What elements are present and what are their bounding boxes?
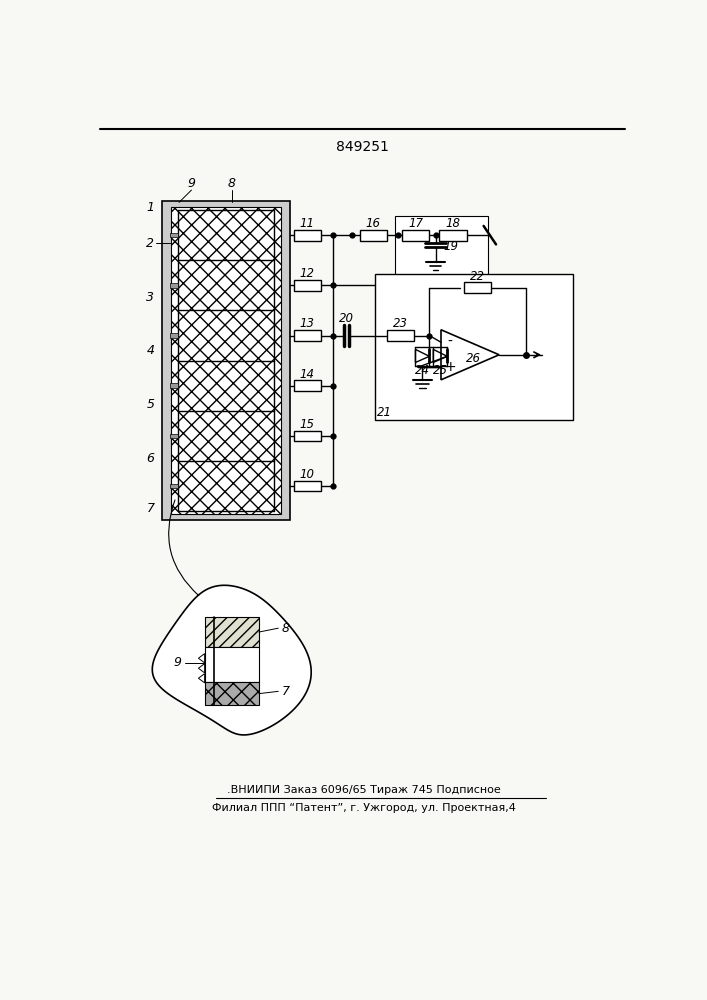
Text: 9: 9 (187, 177, 195, 190)
Bar (204, 617, 259, 647)
Text: 13: 13 (300, 317, 315, 330)
Text: 25: 25 (433, 364, 448, 377)
Bar (170, 434, 177, 438)
Text: 15: 15 (300, 418, 315, 431)
Text: 2: 2 (146, 237, 154, 250)
Bar (293, 380, 321, 391)
Text: 14: 14 (300, 368, 315, 381)
Text: 19: 19 (443, 240, 459, 253)
Text: 12: 12 (300, 267, 315, 280)
Text: 849251: 849251 (336, 140, 388, 154)
Bar (204, 647, 259, 682)
Text: 16: 16 (366, 217, 380, 230)
FancyArrowPatch shape (169, 500, 199, 596)
Text: 8: 8 (228, 177, 235, 190)
Text: 9: 9 (173, 656, 182, 669)
Text: Филиал ППП “Патент”, г. Ужгород, ул. Проектная,4: Филиал ППП “Патент”, г. Ужгород, ул. Про… (211, 803, 515, 813)
Text: 21: 21 (377, 406, 392, 419)
Text: .ВНИИПИ Заказ 6096/65 Тираж 745 Подписное: .ВНИИПИ Заказ 6096/65 Тираж 745 Подписно… (227, 785, 501, 795)
Text: 18: 18 (445, 217, 460, 230)
Bar (293, 431, 321, 441)
Text: 20: 20 (339, 312, 354, 325)
Polygon shape (199, 664, 204, 673)
Text: 8: 8 (282, 622, 290, 635)
Text: 7: 7 (146, 502, 154, 515)
Polygon shape (199, 654, 204, 663)
Text: 24: 24 (415, 364, 430, 377)
PathPatch shape (152, 585, 311, 735)
Bar (464, 282, 491, 293)
Text: 10: 10 (300, 468, 315, 481)
Text: -: - (448, 335, 452, 349)
Bar (204, 682, 259, 705)
Bar (293, 330, 321, 341)
Bar (170, 484, 177, 488)
Bar (162, 201, 290, 520)
Text: 4: 4 (146, 344, 154, 358)
Bar (395, 216, 488, 285)
Bar (293, 481, 321, 491)
Polygon shape (199, 674, 204, 683)
Bar (170, 383, 177, 388)
Bar (387, 330, 414, 341)
Bar (375, 274, 573, 420)
Text: 6: 6 (146, 452, 154, 465)
Text: 1: 1 (146, 201, 154, 214)
Text: +: + (445, 360, 456, 374)
Text: 22: 22 (470, 270, 485, 283)
Bar (360, 230, 387, 241)
Bar (170, 233, 177, 237)
Text: 26: 26 (467, 352, 481, 365)
Bar (170, 283, 177, 288)
Text: 7: 7 (282, 685, 290, 698)
Bar (170, 333, 177, 338)
Bar (440, 230, 467, 241)
Bar (171, 207, 281, 514)
Text: 23: 23 (393, 317, 408, 330)
Text: 17: 17 (409, 217, 423, 230)
Text: 5: 5 (146, 398, 154, 411)
Bar (402, 230, 429, 241)
Text: 11: 11 (300, 217, 315, 230)
Text: 3: 3 (146, 291, 154, 304)
Bar (293, 230, 321, 241)
Bar (293, 280, 321, 291)
